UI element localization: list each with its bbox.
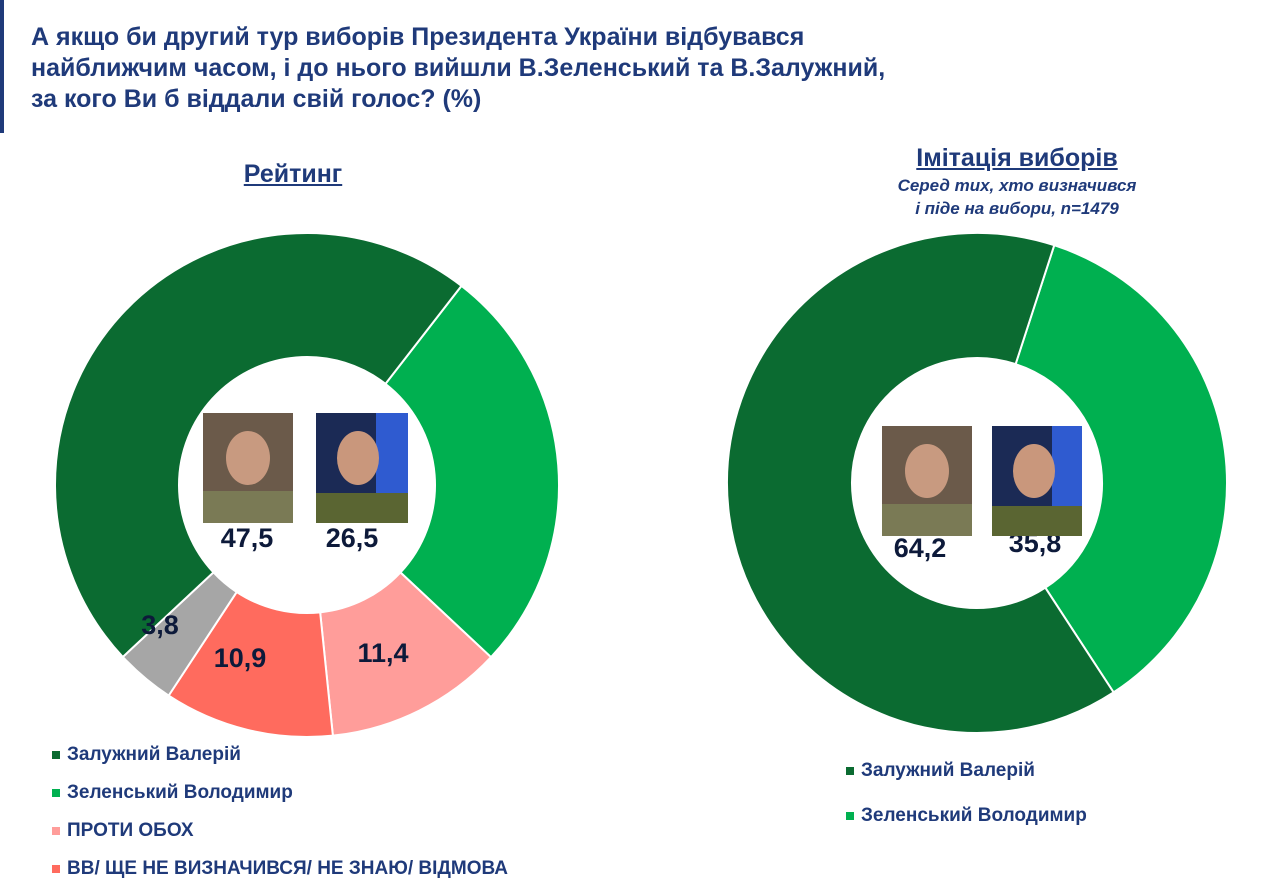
zaluzhnyi-photo — [882, 426, 972, 536]
subtitle-line: Серед тих, хто визначився — [897, 176, 1137, 195]
zelensky-photo — [316, 413, 408, 523]
donut-slice — [725, 232, 1115, 735]
zelensky-photo — [992, 426, 1082, 536]
data-label: 3,8 — [141, 610, 179, 640]
data-label: 11,4 — [357, 638, 408, 668]
accent-bar — [0, 0, 4, 133]
swatch — [52, 789, 60, 797]
subtitle-line: і піде на вибори, n=1479 — [915, 199, 1119, 218]
title-line: за кого Ви б віддали свій голос? (%) — [31, 85, 482, 113]
legend-item: ВВ/ ЩЕ НЕ ВИЗНАЧИВСЯ/ НЕ ЗНАЮ/ ВІДМОВА — [52, 850, 508, 888]
legend-item: Залужний Валерій — [52, 736, 508, 774]
swatch — [846, 766, 854, 775]
legend-label: ВВ/ ЩЕ НЕ ВИЗНАЧИВСЯ/ НЕ ЗНАЮ/ ВІДМОВА — [67, 858, 509, 879]
swatch — [846, 811, 854, 820]
data-label: 47,5 — [221, 523, 274, 553]
title-line: найближчим часом, і до нього вийшли В.Зе… — [31, 54, 886, 82]
zaluzhnyi-photo — [203, 413, 293, 523]
legend-simulation: Залужний Валерій Зеленський Володимир — [846, 748, 1087, 838]
legend-rating: Залужний Валерій Зеленський Володимир ПР… — [52, 736, 508, 888]
legend-label: Зеленський Володимир — [67, 782, 293, 803]
legend-label: Залужний Валерій — [861, 760, 1035, 781]
swatch — [52, 751, 60, 759]
swatch — [52, 827, 60, 835]
chart-title-rating: Рейтинг — [243, 160, 343, 188]
data-label: 26,5 — [326, 523, 379, 553]
legend-item: Залужний Валерій — [846, 748, 1087, 793]
donut-slice — [54, 232, 463, 659]
legend-label: ПРОТИ ОБОХ — [67, 820, 194, 841]
legend-label: Зеленський Володимир — [861, 805, 1087, 826]
page-title: А якщо би другий тур виборів Президента … — [31, 22, 885, 115]
donut-slice — [384, 284, 560, 659]
title-line: А якщо би другий тур виборів Президента … — [31, 23, 805, 51]
data-label: 64,2 — [894, 533, 947, 563]
chart-subtitle: Серед тих, хто визначився і піде на вибо… — [817, 174, 1217, 220]
legend-item: Зеленський Володимир — [846, 793, 1087, 838]
legend-label: Залужний Валерій — [67, 744, 241, 765]
swatch — [52, 865, 60, 873]
chart-title-simulation: Імітація виборів — [916, 144, 1118, 172]
legend-item: Зеленський Володимир — [52, 774, 508, 812]
donut-slice — [1014, 243, 1228, 694]
data-label: 10,9 — [214, 643, 267, 673]
legend-item: ПРОТИ ОБОХ — [52, 812, 508, 850]
